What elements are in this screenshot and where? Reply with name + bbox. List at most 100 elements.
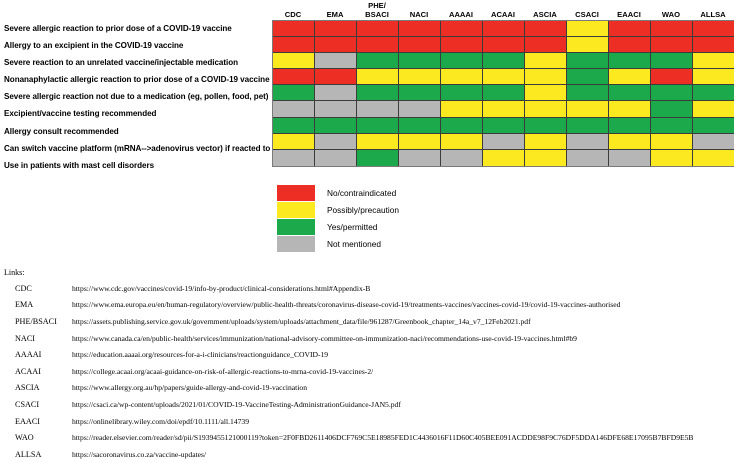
link-url[interactable]: https://education.aaaai.org/resources-fo… bbox=[72, 350, 329, 360]
link-url[interactable]: https://onlinelibrary.wiley.com/doi/epdf… bbox=[72, 416, 250, 426]
matrix-cell bbox=[315, 133, 357, 150]
matrix-grid bbox=[272, 20, 734, 167]
link-row: ALLSA https://sacoronavirus.co.za/vaccine… bbox=[4, 446, 734, 463]
matrix-row bbox=[273, 53, 734, 70]
legend-row: Possibly/precaution bbox=[277, 201, 399, 218]
matrix-cell bbox=[357, 133, 399, 150]
link-organization: WAO bbox=[15, 433, 34, 443]
link-url[interactable]: https://college.acaai.org/acaai-guidance… bbox=[72, 366, 374, 376]
matrix-cell bbox=[609, 133, 651, 150]
link-url[interactable]: https://www.ema.europa.eu/en/human-regul… bbox=[72, 300, 621, 310]
matrix-cell bbox=[483, 101, 525, 118]
matrix-cell bbox=[441, 37, 483, 54]
links-panel: Links: CDC https://www.cdc.gov/vaccines/c… bbox=[4, 268, 734, 463]
legend-label: No/contraindicated bbox=[327, 187, 397, 198]
matrix-cell bbox=[567, 53, 609, 70]
matrix-cell bbox=[693, 117, 734, 134]
matrix-cell bbox=[441, 117, 483, 134]
matrix-cell bbox=[273, 21, 315, 38]
matrix-cell bbox=[399, 37, 441, 54]
link-organization: CDC bbox=[15, 283, 32, 293]
link-row: ACAAI https://college.acaai.org/acaai-gui… bbox=[4, 363, 734, 380]
link-row: ASCIA https://www.allergy.org.au/hp/paper… bbox=[4, 380, 734, 397]
color-legend: No/contraindicated Possibly/precaution Yes… bbox=[277, 184, 399, 252]
matrix-cell bbox=[483, 117, 525, 134]
matrix-cell bbox=[693, 101, 734, 118]
matrix-column-headers: CDC EMA PHE/BSACI NACI AAAAI ACAAI ASCIA CSACI E… bbox=[272, 1, 734, 20]
matrix-cell bbox=[609, 69, 651, 86]
link-url[interactable]: https://www.canada.ca/en/public-health/s… bbox=[72, 333, 577, 343]
link-row: CSACI https://csaci.ca/wp-content/uploads… bbox=[4, 396, 734, 413]
matrix-cell bbox=[567, 133, 609, 150]
legend-label: Possibly/precaution bbox=[327, 204, 399, 215]
legend-label: Yes/permitted bbox=[327, 221, 378, 232]
matrix-cell bbox=[693, 133, 734, 150]
matrix-row-label: Severe reaction to an unrelated vaccine/… bbox=[4, 58, 239, 68]
matrix-cell bbox=[315, 69, 357, 86]
matrix-cell bbox=[651, 21, 693, 38]
matrix-cell bbox=[441, 149, 483, 166]
matrix-cell bbox=[651, 149, 693, 166]
link-url[interactable]: https://www.allergy.org.au/hp/papers/gui… bbox=[72, 383, 307, 393]
matrix-cell bbox=[315, 85, 357, 102]
legend-swatch-gray bbox=[277, 235, 315, 252]
matrix-cell bbox=[357, 53, 399, 70]
matrix-row-label: Nonanaphylactic allergic reaction to pri… bbox=[4, 75, 270, 85]
matrix-cell bbox=[693, 85, 734, 102]
matrix-cell bbox=[651, 37, 693, 54]
matrix-row-label: Use in patients with mast cell disorders bbox=[4, 160, 155, 170]
matrix-cell bbox=[609, 149, 651, 166]
link-row: EAACI https://onlinelibrary.wiley.com/doi… bbox=[4, 413, 734, 430]
matrix-row bbox=[273, 149, 734, 166]
matrix-cell bbox=[315, 101, 357, 118]
matrix-column-header: EMA bbox=[326, 9, 344, 19]
matrix-cell bbox=[483, 37, 525, 54]
matrix-cell bbox=[693, 21, 734, 38]
matrix-cell bbox=[441, 133, 483, 150]
matrix-row-label: Severe allergic reaction to prior dose o… bbox=[4, 24, 232, 33]
matrix-cell bbox=[273, 101, 315, 118]
matrix-cell bbox=[315, 37, 357, 54]
matrix-cell bbox=[357, 21, 399, 38]
link-row: EMA https://www.ema.europa.eu/en/human-re… bbox=[4, 297, 734, 314]
matrix-cell bbox=[609, 85, 651, 102]
matrix-cell bbox=[525, 149, 567, 166]
link-organization: EMA bbox=[15, 300, 34, 310]
link-row: PHE/BSACI https://assets.publishing.servi… bbox=[4, 313, 734, 330]
matrix-cell bbox=[441, 101, 483, 118]
link-organization: AAAAI bbox=[15, 350, 42, 360]
matrix-cell bbox=[609, 101, 651, 118]
matrix-cell bbox=[399, 117, 441, 134]
matrix-grid-wrapper: CDC EMA PHE/BSACI NACI AAAAI ACAAI ASCIA CSACI E… bbox=[272, 1, 734, 167]
matrix-row bbox=[273, 101, 734, 118]
guidance-matrix-panel: Severe allergic reaction to prior dose o… bbox=[0, 0, 734, 180]
link-url[interactable]: https://sacoronavirus.co.za/vaccine-upda… bbox=[72, 449, 207, 459]
matrix-cell bbox=[357, 85, 399, 102]
links-title: Links: bbox=[4, 268, 25, 277]
link-url[interactable]: https://assets.publishing.service.gov.uk… bbox=[72, 316, 531, 326]
matrix-cell bbox=[399, 101, 441, 118]
link-url[interactable]: https://www.cdc.gov/vaccines/covid-19/in… bbox=[72, 283, 371, 293]
matrix-cell bbox=[357, 69, 399, 86]
matrix-row bbox=[273, 69, 734, 86]
matrix-cell bbox=[273, 53, 315, 70]
matrix-column-header: ASCIA bbox=[533, 9, 557, 19]
matrix-cell bbox=[525, 101, 567, 118]
matrix-cell bbox=[315, 21, 357, 38]
matrix-cell bbox=[441, 85, 483, 102]
matrix-cell bbox=[651, 69, 693, 86]
matrix-cell bbox=[483, 133, 525, 150]
matrix-cell bbox=[357, 101, 399, 118]
legend-swatch-yellow bbox=[277, 201, 315, 218]
matrix-cell bbox=[399, 69, 441, 86]
matrix-cell bbox=[693, 37, 734, 54]
link-url[interactable]: https://csaci.ca/wp-content/uploads/2021… bbox=[72, 399, 401, 409]
matrix-row bbox=[273, 85, 734, 102]
link-organization: ACAAI bbox=[15, 366, 41, 376]
matrix-column-header: PHE/BSACI bbox=[365, 1, 389, 19]
matrix-cell bbox=[651, 101, 693, 118]
matrix-cell bbox=[441, 21, 483, 38]
matrix-row bbox=[273, 21, 734, 38]
link-organization: CSACI bbox=[15, 399, 40, 409]
link-url[interactable]: https://reader.elsevier.com/reader/sd/pi… bbox=[72, 433, 694, 443]
